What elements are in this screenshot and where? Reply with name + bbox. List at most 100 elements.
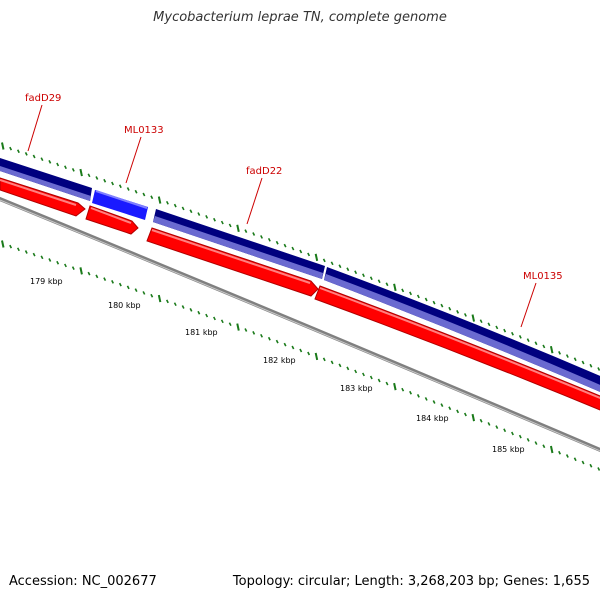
outer-tick xyxy=(79,168,83,177)
accession-text: Accession: NC_002677 xyxy=(9,574,157,589)
inner-tick xyxy=(338,363,342,368)
inner-tick xyxy=(440,403,444,407)
inner-tick xyxy=(236,323,240,331)
inner-tick xyxy=(526,437,530,442)
outer-tick xyxy=(126,187,130,191)
inner-tick xyxy=(416,393,420,398)
outer-tick xyxy=(401,288,405,293)
inner-tick xyxy=(597,467,600,471)
scale-label-185: 185 kbp xyxy=(492,445,525,454)
inner-tick xyxy=(401,387,405,392)
inner-tick xyxy=(9,244,13,249)
outer-tick xyxy=(424,297,428,302)
inner-tick xyxy=(87,271,91,276)
outer-tick xyxy=(542,344,546,349)
inner-tick xyxy=(487,422,491,426)
inner-tick xyxy=(189,308,193,312)
outer-tick xyxy=(16,149,20,154)
outer-tick xyxy=(495,325,499,330)
inner-tick xyxy=(291,345,295,350)
outer-tick xyxy=(197,212,201,216)
outer-tick xyxy=(479,319,483,324)
inner-tick xyxy=(275,339,279,344)
outer-tick xyxy=(260,235,264,239)
outer-tick xyxy=(471,314,476,322)
outer-tick xyxy=(173,203,177,208)
inner-tick xyxy=(542,444,546,449)
outer-tick xyxy=(150,195,154,200)
inner-tick xyxy=(197,310,201,315)
outer-tick xyxy=(165,200,169,205)
gene-label-ML0135[interactable]: ML0135 xyxy=(523,271,563,282)
outer-tick xyxy=(463,313,467,317)
inner-tick xyxy=(213,316,216,321)
inner-tick-row xyxy=(1,240,600,471)
outer-tick xyxy=(573,357,577,362)
inner-tick xyxy=(463,412,467,417)
gene-label-fadD29[interactable]: fadD29 xyxy=(25,93,61,104)
inner-tick xyxy=(385,381,389,386)
inner-tick xyxy=(558,450,562,455)
outer-tick xyxy=(354,270,358,275)
outer-tick xyxy=(228,223,232,228)
inner-tick xyxy=(518,434,522,439)
inner-tick xyxy=(126,285,130,290)
scale-label-183: 183 kbp xyxy=(340,384,373,393)
inner-tick xyxy=(173,302,177,307)
leader-line-ML0133 xyxy=(125,136,142,184)
scale-label-180: 180 kbp xyxy=(108,301,141,310)
outer-tick xyxy=(362,273,365,278)
outer-tick xyxy=(40,157,44,162)
outer-tick xyxy=(369,276,373,281)
inner-tick xyxy=(503,428,507,433)
forward-gene-ML0133[interactable] xyxy=(92,190,148,220)
outer-tick xyxy=(456,309,460,314)
outer-tick xyxy=(236,224,240,233)
outer-tick xyxy=(87,173,91,178)
inner-tick xyxy=(448,406,452,411)
outer-tick xyxy=(330,261,334,266)
reverse-gene-4[interactable] xyxy=(314,285,600,412)
outer-tick xyxy=(111,181,115,186)
inner-tick xyxy=(228,322,232,327)
map-title: Mycobacterium leprae TN, complete genome xyxy=(153,10,447,25)
outer-tick xyxy=(409,291,413,296)
outer-tick xyxy=(393,283,397,292)
gene-label-ML0133[interactable]: ML0133 xyxy=(124,125,164,136)
inner-tick xyxy=(283,342,287,347)
inner-tick xyxy=(589,463,593,468)
outer-tick xyxy=(24,152,28,156)
scale-label-184: 184 kbp xyxy=(416,414,449,423)
genome-summary-text: Topology: circular; Length: 3,268,203 bp… xyxy=(232,574,590,589)
gene-label-fadD22[interactable]: fadD22 xyxy=(246,166,282,177)
inner-tick xyxy=(409,390,413,395)
inner-tick xyxy=(79,267,83,275)
outer-tick xyxy=(252,232,256,236)
inner-tick xyxy=(573,457,577,462)
outer-tick xyxy=(213,217,216,222)
reverse-gene-3[interactable] xyxy=(146,227,319,297)
outer-tick xyxy=(314,253,319,262)
inner-tick xyxy=(549,445,554,454)
outer-tick xyxy=(157,196,162,204)
outer-tick xyxy=(503,328,507,333)
outer-tick-row xyxy=(1,142,600,371)
outer-tick xyxy=(416,294,420,299)
inner-tick xyxy=(565,454,569,458)
outer-tick xyxy=(275,240,279,245)
outer-tick xyxy=(338,264,342,269)
inner-tick xyxy=(16,247,20,252)
inner-tick xyxy=(181,305,185,309)
leader-line-fadD29 xyxy=(27,104,43,152)
inner-tick xyxy=(260,333,264,338)
scale-label-179: 179 kbp xyxy=(30,277,63,286)
inner-tick xyxy=(354,369,358,374)
inner-tick xyxy=(32,252,36,257)
outer-tick xyxy=(322,258,326,263)
outer-tick xyxy=(432,300,436,305)
reverse-gene-2[interactable] xyxy=(85,205,139,235)
outer-tick xyxy=(346,267,350,272)
outer-tick xyxy=(549,345,554,354)
inner-tick xyxy=(299,348,303,353)
outer-tick xyxy=(565,354,569,358)
